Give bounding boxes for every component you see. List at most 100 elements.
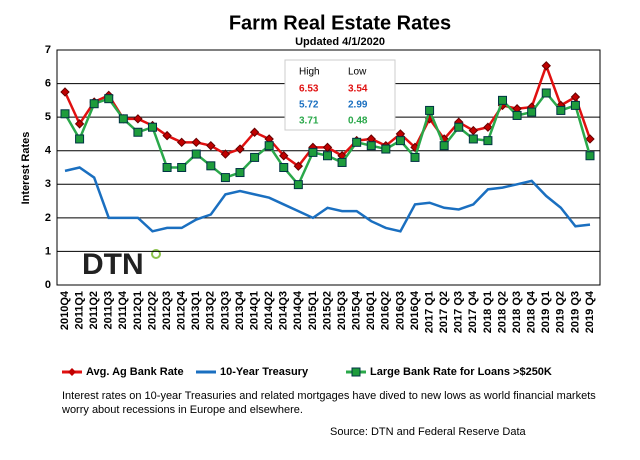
y-axis-label: Interest Rates <box>20 132 32 205</box>
x-tick-label: 2019 Q1 <box>540 291 552 333</box>
legend-label: Avg. Ag Bank Rate <box>86 366 184 378</box>
x-tick-label: 2019 Q4 <box>584 290 596 333</box>
x-tick-label: 2017 Q2 <box>438 291 450 333</box>
point-marker <box>279 163 289 172</box>
point-marker <box>308 147 318 157</box>
point-marker <box>177 163 187 172</box>
x-tick-label: 2015Q3 <box>336 291 348 330</box>
chart-title: Farm Real Estate Rates <box>229 12 451 34</box>
point-marker <box>220 149 231 159</box>
x-tick-label: 2016Q2 <box>380 291 392 330</box>
x-tick-label: 2011Q1 <box>73 291 85 330</box>
point-marker <box>410 152 420 162</box>
x-tick-label: 2016Q3 <box>394 291 406 330</box>
point-marker <box>264 141 274 151</box>
x-tick-label: 2012Q4 <box>176 290 188 330</box>
x-tick-label: 2015Q4 <box>351 290 363 330</box>
x-tick-label: 2018 Q3 <box>511 291 523 333</box>
point-marker <box>249 127 260 137</box>
point-marker <box>468 134 478 144</box>
point-marker <box>337 157 347 167</box>
x-tick-label: 2018 Q2 <box>496 291 508 333</box>
x-tick-label: 2018 Q4 <box>526 290 538 333</box>
x-tick-label: 2014Q4 <box>292 290 304 330</box>
x-tick-label: 2017 Q3 <box>453 291 465 333</box>
point-marker <box>439 141 449 151</box>
stats-header: Low <box>348 67 367 78</box>
stats-box <box>284 59 396 131</box>
legend-label: 10-Year Treasury <box>220 366 309 378</box>
point-marker <box>176 137 187 148</box>
x-tick-label: 2013Q3 <box>219 291 231 330</box>
point-marker <box>570 100 580 110</box>
point-marker <box>235 168 245 178</box>
point-marker <box>89 99 99 109</box>
stats-header: High <box>299 67 320 78</box>
legend-marker <box>68 368 76 376</box>
point-marker <box>483 122 493 132</box>
x-tick-label: 2015Q1 <box>307 291 319 330</box>
series-line <box>64 166 591 233</box>
point-marker <box>206 140 216 151</box>
point-marker <box>541 61 551 71</box>
point-marker <box>162 130 172 141</box>
x-tick-label: 2014Q2 <box>263 291 275 330</box>
y-tick-label: 7 <box>45 44 51 56</box>
logo: DTN <box>82 248 144 281</box>
y-tick-label: 3 <box>45 178 51 190</box>
point-marker <box>483 136 493 146</box>
stats-value: 6.53 <box>299 84 319 95</box>
y-tick-label: 0 <box>45 279 51 291</box>
caption: Interest rates on 10-year Treasuries and… <box>62 390 596 416</box>
point-marker <box>191 149 201 159</box>
y-tick-label: 4 <box>45 145 52 157</box>
legend-marker <box>351 367 361 377</box>
x-tick-label: 2013Q2 <box>205 291 217 330</box>
point-marker <box>425 105 435 115</box>
plot-border <box>56 49 601 286</box>
stats-value: 3.54 <box>348 84 368 95</box>
x-tick-label: 2013Q4 <box>234 290 246 330</box>
x-tick-label: 2011Q3 <box>103 291 115 330</box>
stats-value: 3.71 <box>299 116 319 127</box>
point-marker <box>556 105 566 115</box>
x-tick-label: 2012Q3 <box>161 291 173 330</box>
point-marker <box>104 94 114 104</box>
x-tick-label: 2016Q1 <box>365 291 377 330</box>
point-marker <box>585 134 595 144</box>
x-tick-label: 2012Q1 <box>132 291 144 330</box>
point-marker <box>395 136 405 146</box>
point-marker <box>279 151 289 161</box>
point-marker <box>454 122 464 132</box>
legend-label: Large Bank Rate for Loans >$250K <box>370 366 552 378</box>
point-marker <box>498 95 507 105</box>
point-marker <box>352 137 362 147</box>
x-tick-label: 2019 Q2 <box>555 291 567 333</box>
x-tick-label: 2014Q1 <box>248 291 260 330</box>
x-tick-label: 2016Q4 <box>409 290 421 330</box>
y-tick-label: 1 <box>45 245 51 257</box>
y-tick-label: 2 <box>45 212 51 224</box>
point-marker <box>235 144 245 154</box>
point-marker <box>293 180 303 190</box>
x-tick-label: 2018 Q1 <box>482 291 494 333</box>
point-marker <box>60 87 70 97</box>
point-marker <box>206 161 216 171</box>
point-marker <box>366 141 376 151</box>
x-tick-label: 2015Q2 <box>321 291 333 330</box>
point-marker <box>250 152 260 162</box>
point-marker <box>148 122 157 132</box>
point-marker <box>512 110 522 120</box>
x-tick-label: 2017 Q1 <box>423 291 435 333</box>
point-marker <box>133 127 143 137</box>
x-tick-label: 2012Q2 <box>146 291 158 330</box>
x-tick-label: 2010Q4 <box>59 290 71 330</box>
x-tick-label: 2013Q1 <box>190 291 202 330</box>
point-marker <box>74 119 85 129</box>
point-marker <box>118 114 128 124</box>
point-marker <box>585 151 595 161</box>
stats-value: 5.72 <box>299 100 319 111</box>
x-tick-label: 2011Q2 <box>88 291 100 330</box>
